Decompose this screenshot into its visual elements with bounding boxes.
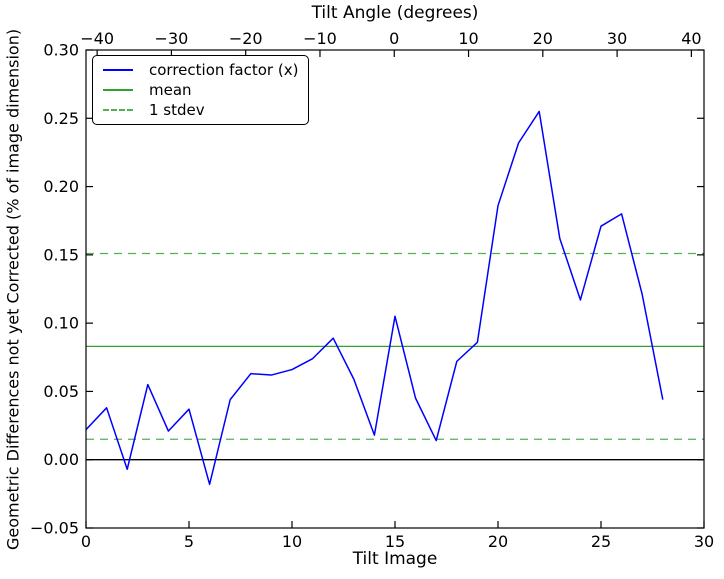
legend-line-swatch-green-solid	[103, 89, 133, 91]
legend-item-correction-factor: correction factor (x)	[103, 60, 298, 80]
top-axis-title: Tilt Angle (degrees)	[311, 3, 479, 23]
legend-box: correction factor (x) mean 1 stdev	[92, 55, 310, 125]
x-tick-label: 15	[385, 532, 405, 551]
y-tick-label: 0.15	[43, 245, 79, 264]
x-tick-label: 20	[488, 532, 508, 551]
top-tick-label: 30	[607, 29, 627, 48]
top-tick-label: −10	[303, 29, 337, 48]
y-tick-label: 0.30	[43, 41, 79, 60]
x-tick-label: 30	[694, 532, 714, 551]
top-tick-label: −40	[80, 29, 114, 48]
y-tick-label: 0.05	[43, 382, 79, 401]
legend-line-swatch-green-dashed	[103, 109, 133, 111]
legend-label: 1 stdev	[149, 101, 205, 119]
x-tick-label: 25	[591, 532, 611, 551]
y-tick-label: 0.00	[43, 450, 79, 469]
y-tick-label: 0.10	[43, 314, 79, 333]
legend-item-stdev: 1 stdev	[103, 100, 298, 120]
top-tick-label: 20	[533, 29, 553, 48]
x-tick-label: 10	[282, 532, 302, 551]
legend-item-mean: mean	[103, 80, 298, 100]
x-tick-label: 5	[184, 532, 194, 551]
legend-label: mean	[149, 81, 192, 99]
y-tick-label: 0.20	[43, 177, 79, 196]
top-tick-label: 0	[389, 29, 399, 48]
top-tick-label: 10	[458, 29, 478, 48]
top-tick-label: −20	[229, 29, 263, 48]
y-axis-title: Geometric Differences not yet Corrected …	[3, 28, 23, 550]
x-axis-title: Tilt Image	[352, 549, 438, 569]
x-tick-label: 0	[81, 532, 91, 551]
y-tick-label: 0.25	[43, 109, 79, 128]
data-series-line	[85, 110, 664, 486]
legend-line-swatch-blue	[103, 69, 133, 71]
y-tick-label: −0.05	[30, 519, 79, 538]
legend-label: correction factor (x)	[149, 61, 299, 79]
top-tick-label: −30	[155, 29, 189, 48]
top-tick-label: 40	[681, 29, 701, 48]
